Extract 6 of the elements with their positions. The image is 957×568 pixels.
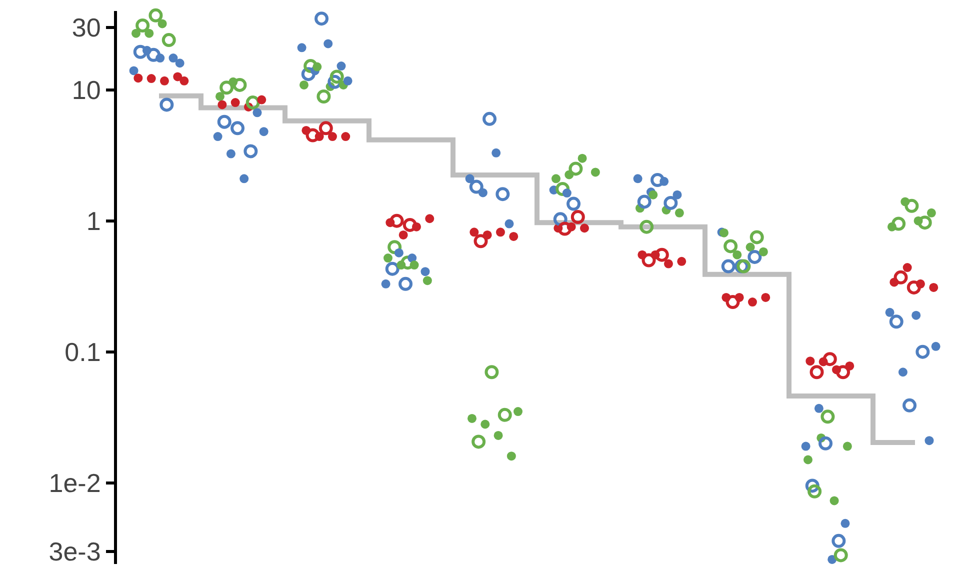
y-tick-label: 0.1	[64, 336, 101, 367]
y-tick-label: 3e-3	[48, 536, 101, 566]
y-tick-label: 30	[72, 12, 101, 42]
y-tick-label: 1e-2	[48, 468, 101, 498]
y-tick-label: 10	[72, 74, 101, 105]
y-tick-label: 1	[86, 206, 101, 236]
